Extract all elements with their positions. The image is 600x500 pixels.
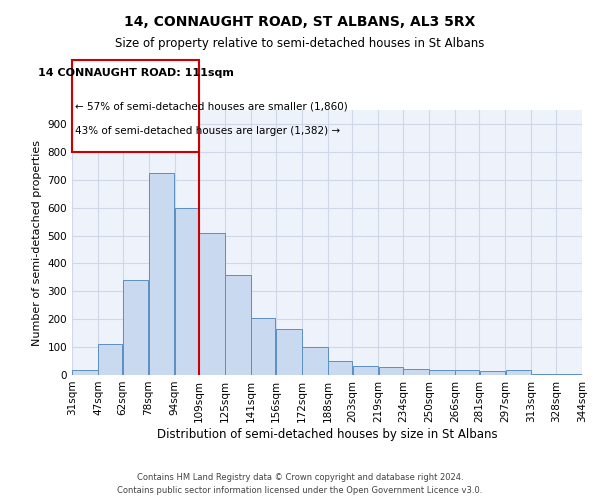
Text: Contains public sector information licensed under the Open Government Licence v3: Contains public sector information licen… bbox=[118, 486, 482, 495]
Bar bbox=[175, 208, 199, 375]
Bar bbox=[532, 374, 556, 375]
Bar bbox=[276, 329, 302, 375]
X-axis label: Distribution of semi-detached houses by size in St Albans: Distribution of semi-detached houses by … bbox=[157, 428, 497, 440]
Bar bbox=[455, 370, 479, 375]
Bar bbox=[302, 347, 328, 375]
Bar bbox=[556, 374, 582, 375]
Bar bbox=[149, 173, 175, 375]
Bar bbox=[429, 370, 455, 375]
Bar bbox=[379, 367, 403, 375]
Text: Size of property relative to semi-detached houses in St Albans: Size of property relative to semi-detach… bbox=[115, 38, 485, 51]
Bar bbox=[226, 274, 251, 375]
Bar bbox=[251, 318, 275, 375]
Text: 14, CONNAUGHT ROAD, ST ALBANS, AL3 5RX: 14, CONNAUGHT ROAD, ST ALBANS, AL3 5RX bbox=[124, 15, 476, 29]
Bar bbox=[506, 370, 531, 375]
Bar bbox=[123, 280, 148, 375]
Bar bbox=[328, 361, 352, 375]
Bar bbox=[403, 370, 428, 375]
Bar bbox=[353, 366, 378, 375]
Text: ← 57% of semi-detached houses are smaller (1,860): ← 57% of semi-detached houses are smalle… bbox=[75, 102, 348, 112]
Bar bbox=[479, 372, 505, 375]
Text: 43% of semi-detached houses are larger (1,382) →: 43% of semi-detached houses are larger (… bbox=[75, 126, 340, 136]
Bar bbox=[199, 232, 225, 375]
Bar bbox=[72, 370, 98, 375]
Y-axis label: Number of semi-detached properties: Number of semi-detached properties bbox=[32, 140, 42, 346]
Text: Contains HM Land Registry data © Crown copyright and database right 2024.: Contains HM Land Registry data © Crown c… bbox=[137, 474, 463, 482]
Text: 14 CONNAUGHT ROAD: 111sqm: 14 CONNAUGHT ROAD: 111sqm bbox=[38, 68, 233, 78]
Bar bbox=[98, 344, 122, 375]
